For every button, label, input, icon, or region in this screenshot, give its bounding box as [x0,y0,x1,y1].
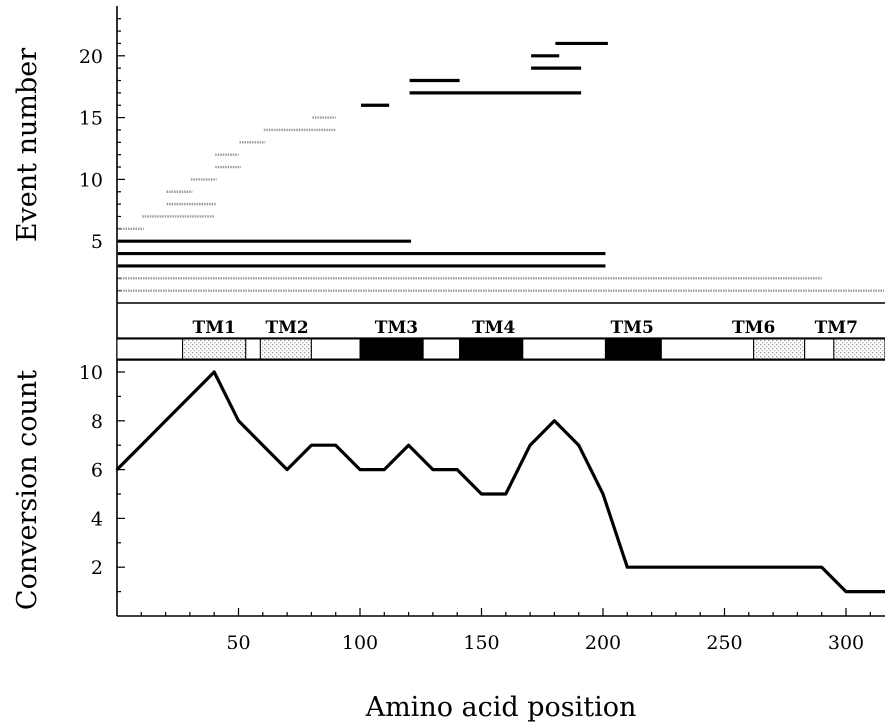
domain-segment-black [604,338,662,360]
conversion-point [115,468,119,471]
domain-segment-dotted [259,338,312,360]
events-tick-labels: 5 10 15 20 [79,46,103,253]
conversion-y-tick-label: 6 [91,460,103,482]
domain-segment-dotted [182,338,247,360]
domain-label-tm2: TM2 [265,318,308,338]
conversion-panel [116,360,885,617]
conversion-y-tick-label: 10 [79,362,103,384]
x-tick-label: 100 [342,632,378,654]
domain-segment-black [459,338,524,360]
conversion-y-tick-label: 4 [91,508,103,530]
domain-segment-white [522,338,606,360]
conversion-point [820,566,823,569]
domain-label-tm1: TM1 [193,318,236,338]
conversion-y-tick-label: 2 [91,557,103,579]
conversion-point [771,566,775,569]
conversion-point [601,492,605,496]
conversion-point [140,444,143,447]
conversion-point [747,566,750,569]
conversion-point [650,566,653,569]
x-tick-label: 150 [463,632,499,654]
events-light-segments [118,116,884,292]
x-axis-title: Amino acid position [365,692,637,723]
domain-label-tm7: TM7 [815,318,858,338]
events-y-tick-label: 15 [79,108,103,130]
conversion-point [723,566,726,569]
conversion-point [285,468,289,471]
conversion-tick-labels: 2 4 6 8 10 [79,362,103,579]
events-y-axis-title: Event number [12,48,43,242]
conversion-point [188,395,192,398]
domain-segment-white [116,338,184,360]
conversion-point [553,419,556,422]
conversion-point [456,468,459,471]
conversion-point [699,566,702,569]
conversion-point [383,468,386,471]
domain-segment-dotted [833,338,885,360]
x-tick-labels: 50 100 150 200 250 300 [226,632,864,654]
domain-segment-white [422,338,461,360]
conversion-ticks [117,371,125,593]
conversion-point [674,566,678,569]
x-tick-label: 250 [706,632,742,654]
events-dark-segments [118,41,608,268]
conversion-line [115,370,885,594]
events-y-tick-label: 5 [91,231,103,253]
domain-label-tm3: TM3 [375,318,418,338]
domain-label-tm4: TM4 [472,318,515,338]
conversion-point [577,444,580,447]
conversion-point [480,492,483,496]
events-y-tick-label: 20 [79,46,103,68]
domain-label-tm5: TM5 [611,318,654,338]
conversion-point [310,444,313,447]
conversion-point [844,590,848,593]
conversion-point [164,419,167,422]
conversion-point [407,444,410,447]
conversion-point [358,468,362,471]
domain-label-tm6: TM6 [732,318,775,338]
x-tick-label: 50 [226,632,250,654]
domain-segment-dotted [753,338,806,360]
domain-segments [116,338,885,360]
events-y-tick-label: 10 [79,169,103,191]
conversion-point [261,444,264,447]
events-ticks [117,18,125,292]
domain-labels: TM1 TM2 TM3 TM4 TM5 TM6 TM7 [193,318,858,338]
conversion-point [334,444,337,447]
conversion-point [431,468,435,471]
x-tick-label: 300 [828,632,864,654]
conversion-point [796,566,799,569]
conversion-point [237,419,240,422]
domain-segment-white [245,338,261,360]
domain-segment-black [359,338,424,360]
conversion-point [504,492,507,496]
conversion-point [528,444,532,447]
x-tick-label: 200 [585,632,621,654]
conversion-points [115,370,872,593]
events-panel [116,6,885,304]
conversion-point [213,370,216,374]
domain-segment-white [804,338,835,360]
conversion-y-axis-title: Conversion count [12,370,43,610]
conversion-point [869,590,872,593]
x-ticks [140,608,871,616]
domain-segment-white [660,338,755,360]
conversion-point [626,566,629,569]
conversion-y-tick-label: 8 [91,411,103,433]
domain-segment-white [310,338,361,360]
